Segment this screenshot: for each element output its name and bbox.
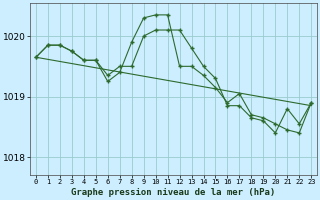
X-axis label: Graphe pression niveau de la mer (hPa): Graphe pression niveau de la mer (hPa) — [71, 188, 276, 197]
